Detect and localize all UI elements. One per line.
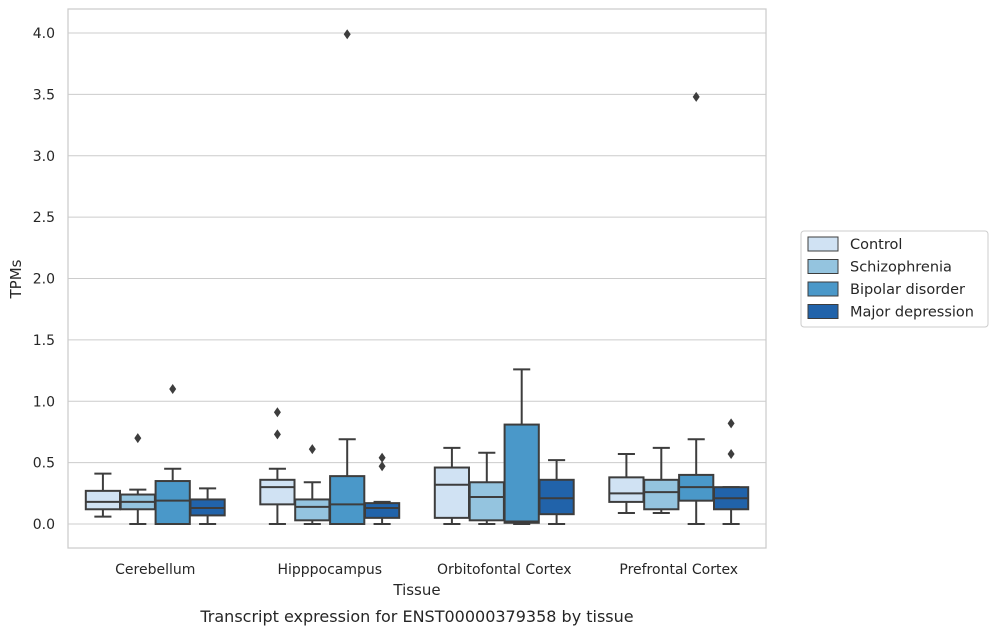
box-iqr (154, 480, 191, 526)
chart-caption: Transcript expression for ENST0000037935… (199, 607, 633, 626)
outlier-point (273, 407, 281, 418)
legend: Control Schizophrenia Bipolar disorder Majo… (800, 230, 989, 328)
y-tick-label: 0.0 (33, 517, 55, 533)
box-iqr (363, 502, 401, 519)
y-tick-label: 2.0 (33, 272, 55, 288)
x-tick-label: Cerebellum (115, 562, 195, 578)
box-1-0 (259, 407, 296, 525)
box-iqr (643, 478, 680, 511)
plot-frame (67, 8, 767, 549)
y-tick-label: 3.0 (33, 149, 55, 165)
x-tick-labels: Cerebellum Hipppocampus Orbitofontal Corte… (115, 562, 738, 578)
box-iqr (538, 478, 575, 516)
y-tick-label: 4.0 (33, 26, 55, 42)
box-iqr (468, 481, 505, 522)
outlier-point (308, 444, 316, 455)
outlier-point (727, 418, 735, 429)
y-tick-label: 2.5 (33, 210, 55, 226)
y-tick-labels: 0.0 0.5 1.0 1.5 2.0 2.5 3.0 3.5 4.0 (33, 26, 55, 533)
x-tick-label: Hipppocampus (277, 562, 382, 578)
x-tick-label: Orbitofontal Cortex (437, 562, 572, 578)
legend-swatch (807, 236, 839, 252)
outlier-point (134, 433, 142, 444)
legend-label: Control (850, 237, 902, 253)
box-iqr (259, 478, 296, 506)
legend-frame (800, 230, 989, 328)
outlier-point (273, 429, 281, 440)
x-axis-label: Tissue (392, 581, 440, 599)
box-2-1 (468, 451, 505, 525)
box-1-3 (363, 452, 401, 525)
box-iqr (608, 476, 645, 503)
x-tick-label: Prefrontal Cortex (619, 562, 738, 578)
box-iqr (294, 498, 331, 522)
y-tick-label: 1.0 (33, 394, 55, 410)
outlier-point (378, 452, 386, 463)
legend-swatch (807, 281, 839, 297)
box-iqr (329, 475, 366, 526)
y-axis-label: TPMs (7, 259, 25, 299)
outlier-point (727, 449, 735, 460)
box-2-0 (433, 446, 471, 525)
legend-swatch (807, 259, 839, 274)
box-3-2 (678, 91, 715, 525)
legend-label: Bipolar disorder (850, 282, 965, 298)
outlier-point (343, 29, 351, 40)
box-1-2 (329, 29, 366, 526)
box-series (84, 29, 750, 526)
legend-label: Major depression (850, 305, 974, 321)
box-0-3 (189, 487, 226, 525)
box-2-3 (538, 459, 575, 525)
box-iqr (433, 466, 471, 519)
box-2-2 (503, 368, 540, 525)
legend-swatch (807, 304, 839, 319)
outlier-point (169, 383, 177, 394)
box-0-2 (154, 383, 191, 526)
legend-label: Schizophrenia (850, 260, 952, 276)
y-tick-label: 3.5 (33, 87, 55, 103)
y-tick-label: 1.5 (33, 333, 55, 349)
outlier-point (692, 91, 700, 102)
box-iqr (503, 423, 540, 524)
y-tick-label: 0.5 (33, 456, 55, 472)
box-3-3 (712, 418, 750, 525)
outlier-point (378, 461, 386, 472)
box-1-1 (294, 444, 331, 525)
box-iqr (84, 489, 122, 511)
